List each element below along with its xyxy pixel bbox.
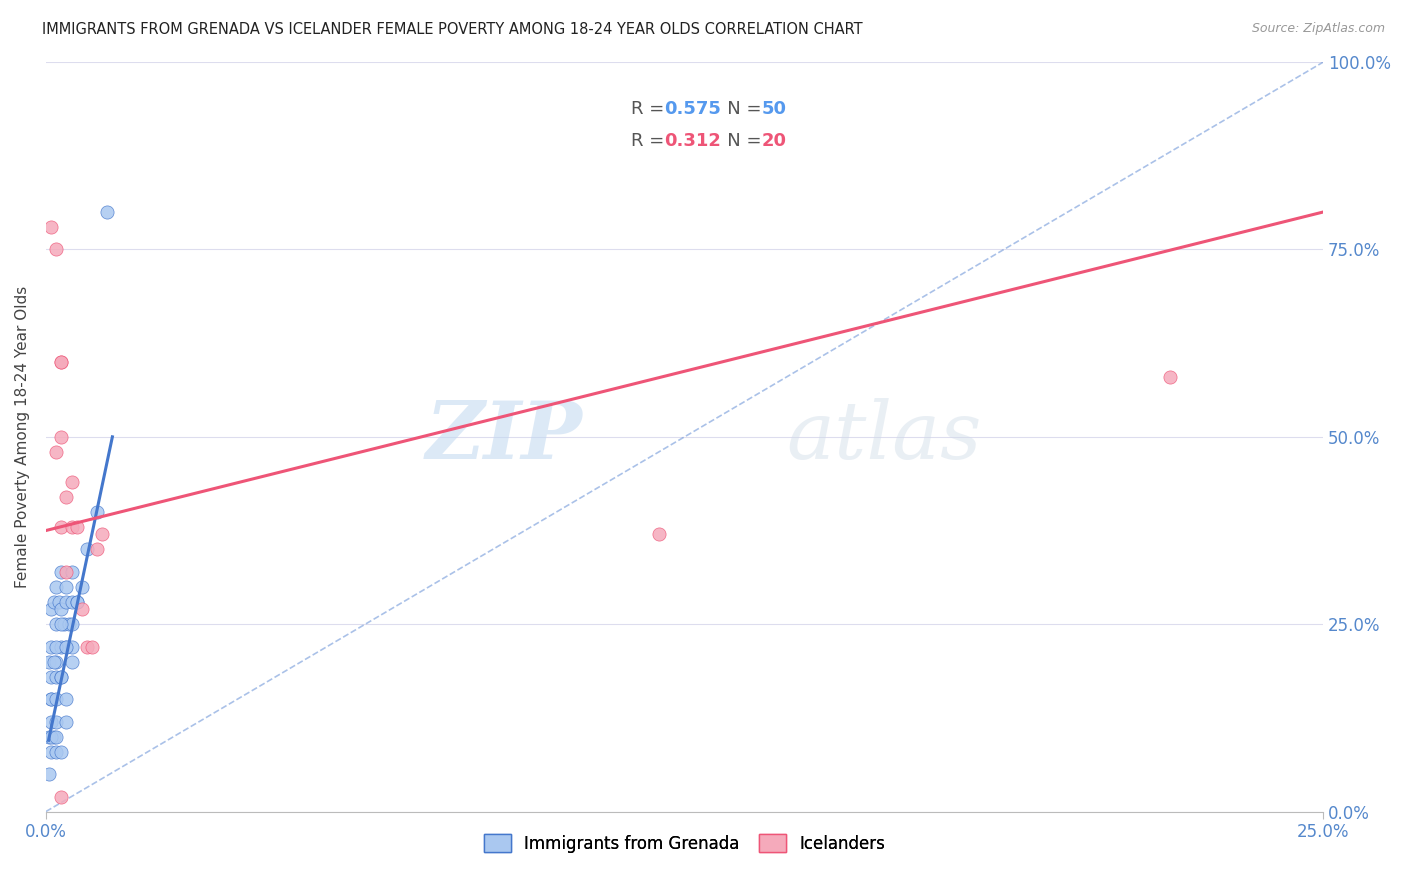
Point: [48, 595, 70, 609]
Point: [60, 617, 83, 632]
Point: [1159, 370, 1181, 384]
Text: 0.312: 0.312: [664, 132, 721, 150]
Point: [45, 730, 67, 744]
Legend: Immigrants from Grenada, Icelanders: Immigrants from Grenada, Icelanders: [477, 828, 891, 859]
Point: [55, 565, 77, 579]
Point: [80, 640, 103, 654]
Point: [51, 670, 73, 684]
Point: [42, 730, 65, 744]
Point: [51, 745, 73, 759]
Text: Source: ZipAtlas.com: Source: ZipAtlas.com: [1251, 22, 1385, 36]
Point: [45, 745, 67, 759]
Point: [65, 595, 87, 609]
Point: [51, 565, 73, 579]
Text: atlas: atlas: [787, 398, 983, 475]
Point: [45, 714, 67, 729]
Point: [51, 640, 73, 654]
Point: [60, 520, 83, 534]
Text: 0.575: 0.575: [664, 100, 721, 118]
Point: [39, 602, 62, 616]
Point: [65, 520, 87, 534]
Point: [70, 580, 93, 594]
Point: [55, 714, 77, 729]
Point: [52, 617, 75, 632]
Point: [55, 640, 77, 654]
Point: [86, 542, 108, 557]
Point: [60, 565, 83, 579]
Point: [38, 730, 60, 744]
Point: [76, 542, 98, 557]
Point: [39, 692, 62, 706]
Point: [45, 640, 67, 654]
Point: [39, 745, 62, 759]
Text: IMMIGRANTS FROM GRENADA VS ICELANDER FEMALE POVERTY AMONG 18-24 YEAR OLDS CORREL: IMMIGRANTS FROM GRENADA VS ICELANDER FEM…: [42, 22, 863, 37]
Point: [45, 617, 67, 632]
Point: [60, 595, 83, 609]
Point: [648, 527, 671, 541]
Point: [42, 655, 65, 669]
Point: [38, 767, 60, 781]
Point: [45, 692, 67, 706]
Point: [51, 430, 73, 444]
Point: [51, 617, 73, 632]
Point: [45, 243, 67, 257]
Point: [51, 355, 73, 369]
Point: [55, 580, 77, 594]
Text: 20: 20: [761, 132, 786, 150]
Point: [58, 617, 80, 632]
Point: [38, 655, 60, 669]
Point: [55, 692, 77, 706]
Text: N =: N =: [710, 100, 768, 118]
Point: [51, 355, 73, 369]
Point: [91, 527, 114, 541]
Text: R =: R =: [631, 100, 669, 118]
Point: [55, 595, 77, 609]
Text: 50: 50: [761, 100, 786, 118]
Point: [45, 580, 67, 594]
Point: [42, 595, 65, 609]
Point: [39, 714, 62, 729]
Point: [39, 730, 62, 744]
Point: [51, 789, 73, 804]
Point: [70, 602, 93, 616]
Point: [51, 520, 73, 534]
Point: [51, 670, 73, 684]
Point: [55, 490, 77, 504]
Point: [39, 692, 62, 706]
Point: [65, 595, 87, 609]
Point: [96, 205, 118, 219]
Point: [39, 640, 62, 654]
Point: [86, 505, 108, 519]
Text: ZIP: ZIP: [426, 398, 582, 475]
Point: [45, 445, 67, 459]
Point: [76, 640, 98, 654]
Point: [51, 602, 73, 616]
Point: [60, 475, 83, 489]
Point: [60, 655, 83, 669]
Point: [45, 655, 67, 669]
Point: [55, 640, 77, 654]
Y-axis label: Female Poverty Among 18-24 Year Olds: Female Poverty Among 18-24 Year Olds: [15, 285, 30, 588]
Point: [60, 640, 83, 654]
Point: [39, 219, 62, 234]
Point: [39, 670, 62, 684]
Text: N =: N =: [710, 132, 768, 150]
Text: R =: R =: [631, 132, 669, 150]
Point: [45, 670, 67, 684]
